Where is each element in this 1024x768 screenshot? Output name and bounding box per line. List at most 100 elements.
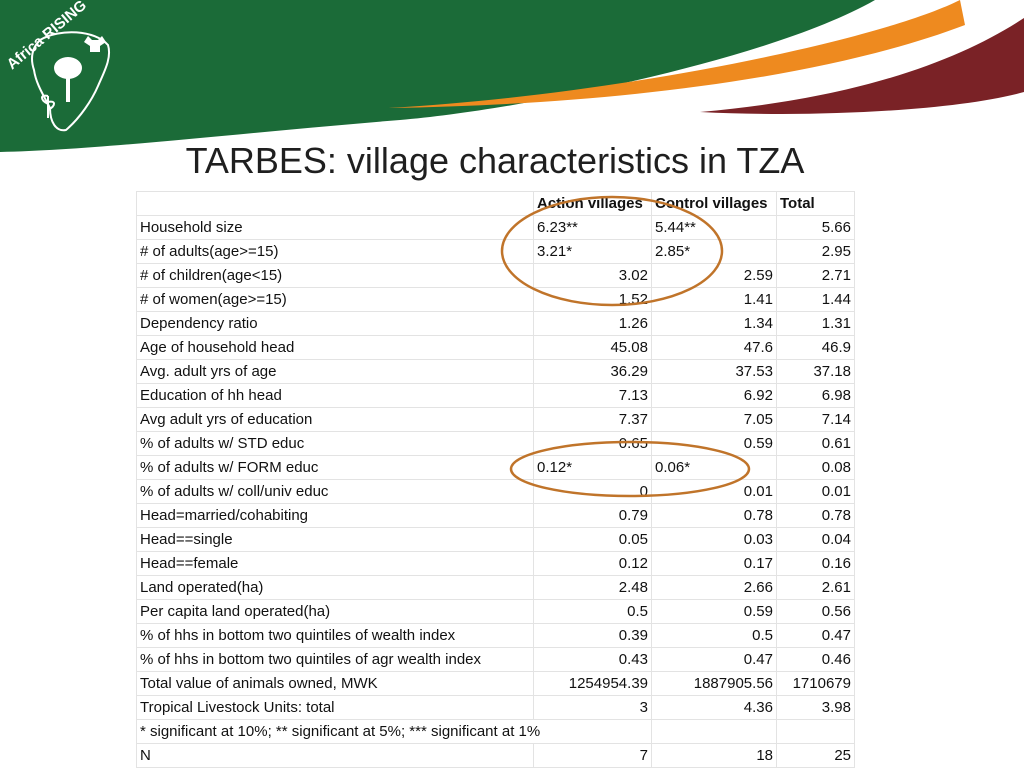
row-value: 1710679 bbox=[776, 671, 855, 696]
africa-outline-icon bbox=[31, 31, 110, 132]
row-value: 2.95 bbox=[776, 239, 855, 264]
footnote: * significant at 10%; ** significant at … bbox=[136, 719, 652, 744]
row-value: 37.18 bbox=[776, 359, 855, 384]
row-value: 0.16 bbox=[776, 551, 855, 576]
row-label: % of adults w/ FORM educ bbox=[136, 455, 534, 480]
orange-wave bbox=[388, 0, 965, 108]
table-row: % of hhs in bottom two quintiles of weal… bbox=[136, 623, 855, 648]
row-value: 1.41 bbox=[651, 287, 777, 312]
row-value: 6.92 bbox=[651, 383, 777, 408]
row-value: 0.59 bbox=[651, 431, 777, 456]
row-value: 6.23** bbox=[533, 215, 652, 240]
row-value: 0.05 bbox=[533, 527, 652, 552]
table-row: Land operated(ha) 2.48 2.66 2.61 bbox=[136, 575, 855, 600]
table-row: Avg. adult yrs of age 36.29 37.53 37.18 bbox=[136, 359, 855, 384]
row-value: 18 bbox=[651, 743, 777, 768]
row-value: 1254954.39 bbox=[533, 671, 652, 696]
row-value: 2.85* bbox=[651, 239, 777, 264]
row-value: 7 bbox=[533, 743, 652, 768]
table-row: Age of household head 45.08 47.6 46.9 bbox=[136, 335, 855, 360]
row-value: 5.66 bbox=[776, 215, 855, 240]
row-value: 3.02 bbox=[533, 263, 652, 288]
row-label: Household size bbox=[136, 215, 534, 240]
row-label: Dependency ratio bbox=[136, 311, 534, 336]
header-action: Action villages bbox=[533, 191, 652, 216]
row-label: Education of hh head bbox=[136, 383, 534, 408]
row-label: % of adults w/ STD educ bbox=[136, 431, 534, 456]
row-label: # of adults(age>=15) bbox=[136, 239, 534, 264]
row-value: 2.66 bbox=[651, 575, 777, 600]
row-label: Head=married/cohabiting bbox=[136, 503, 534, 528]
table-row: Avg adult yrs of education 7.37 7.05 7.14 bbox=[136, 407, 855, 432]
row-value: 0.04 bbox=[776, 527, 855, 552]
row-value: 2.48 bbox=[533, 575, 652, 600]
row-label: % of adults w/ coll/univ educ bbox=[136, 479, 534, 504]
row-value: 0.39 bbox=[533, 623, 652, 648]
row-value: 6.98 bbox=[776, 383, 855, 408]
row-value: 0.08 bbox=[776, 455, 855, 480]
row-label: Avg adult yrs of education bbox=[136, 407, 534, 432]
green-wave bbox=[0, 0, 875, 152]
table-row: Head==female 0.12 0.17 0.16 bbox=[136, 551, 855, 576]
row-value: 0.79 bbox=[533, 503, 652, 528]
empty-cell bbox=[776, 719, 855, 744]
row-value: 3.98 bbox=[776, 695, 855, 720]
header-control: Control villages bbox=[651, 191, 777, 216]
row-value: 0 bbox=[533, 479, 652, 504]
row-value: 1.52 bbox=[533, 287, 652, 312]
row-value: 0.5 bbox=[651, 623, 777, 648]
sample-size-row: N 7 18 25 bbox=[136, 743, 855, 768]
row-value: 2.71 bbox=[776, 263, 855, 288]
row-label: % of hhs in bottom two quintiles of weal… bbox=[136, 623, 534, 648]
row-value: 0.06* bbox=[651, 455, 777, 480]
cow-icon bbox=[84, 36, 106, 52]
table-row: # of adults(age>=15) 3.21* 2.85* 2.95 bbox=[136, 239, 855, 264]
row-value: 7.37 bbox=[533, 407, 652, 432]
row-label: # of women(age>=15) bbox=[136, 287, 534, 312]
row-value: 0.47 bbox=[776, 623, 855, 648]
row-label: Head==female bbox=[136, 551, 534, 576]
row-value: 46.9 bbox=[776, 335, 855, 360]
table-row: Head==single 0.05 0.03 0.04 bbox=[136, 527, 855, 552]
row-value: 1887905.56 bbox=[651, 671, 777, 696]
row-value: 0.01 bbox=[651, 479, 777, 504]
row-value: 7.14 bbox=[776, 407, 855, 432]
row-value: 4.36 bbox=[651, 695, 777, 720]
row-value: 0.65 bbox=[533, 431, 652, 456]
table-row: Per capita land operated(ha) 0.5 0.59 0.56 bbox=[136, 599, 855, 624]
table-row: Dependency ratio 1.26 1.34 1.31 bbox=[136, 311, 855, 336]
table-row: % of hhs in bottom two quintiles of agr … bbox=[136, 647, 855, 672]
page-title: TARBES: village characteristics in TZA bbox=[185, 140, 805, 181]
row-value: 1.44 bbox=[776, 287, 855, 312]
row-label: Land operated(ha) bbox=[136, 575, 534, 600]
empty-cell bbox=[651, 719, 777, 744]
row-value: 0.43 bbox=[533, 647, 652, 672]
row-value: 25 bbox=[776, 743, 855, 768]
row-value: 0.47 bbox=[651, 647, 777, 672]
row-label: N bbox=[136, 743, 534, 768]
table-row: % of adults w/ coll/univ educ 0 0.01 0.01 bbox=[136, 479, 855, 504]
tree-icon bbox=[54, 57, 82, 102]
table-row: # of children(age<15) 3.02 2.59 2.71 bbox=[136, 263, 855, 288]
table-row: % of adults w/ STD educ 0.65 0.59 0.61 bbox=[136, 431, 855, 456]
row-label: Per capita land operated(ha) bbox=[136, 599, 534, 624]
row-value: 0.56 bbox=[776, 599, 855, 624]
row-value: 3 bbox=[533, 695, 652, 720]
row-value: 1.34 bbox=[651, 311, 777, 336]
row-value: 0.12* bbox=[533, 455, 652, 480]
header-total: Total bbox=[776, 191, 855, 216]
row-value: 0.78 bbox=[651, 503, 777, 528]
table-row: % of adults w/ FORM educ 0.12* 0.06* 0.08 bbox=[136, 455, 855, 480]
sprout-icon bbox=[41, 94, 55, 118]
row-value: 37.53 bbox=[651, 359, 777, 384]
row-value: 0.17 bbox=[651, 551, 777, 576]
row-value: 0.5 bbox=[533, 599, 652, 624]
table-row: Tropical Livestock Units: total 3 4.36 3.98 bbox=[136, 695, 855, 720]
footnote-row: * significant at 10%; ** significant at … bbox=[136, 719, 855, 744]
table-row: Total value of animals owned, MWK 1254954… bbox=[136, 671, 855, 696]
row-value: 7.05 bbox=[651, 407, 777, 432]
row-value: 0.46 bbox=[776, 647, 855, 672]
row-value: 0.61 bbox=[776, 431, 855, 456]
village-characteristics-table: Action villages Control villages Total Hous… bbox=[136, 191, 855, 768]
header-banner: Africa RISING bbox=[0, 0, 1024, 152]
